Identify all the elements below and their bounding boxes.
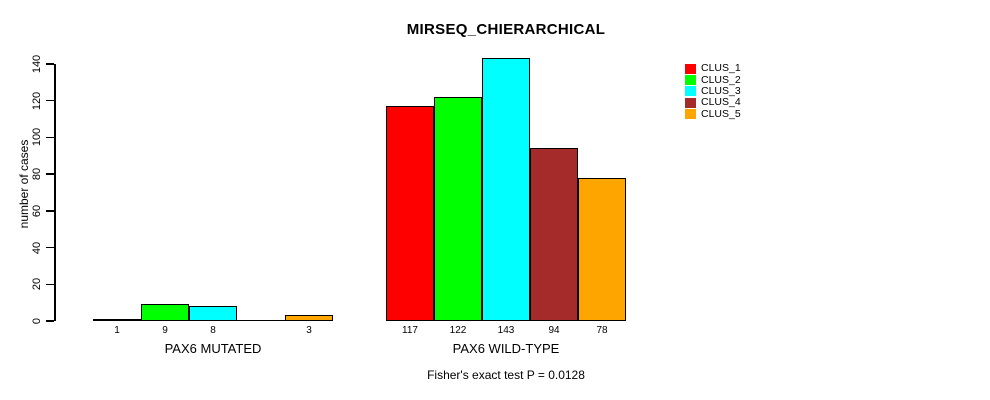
y-tick-label: 80: [31, 168, 43, 181]
bar-value-label: 9: [162, 325, 168, 336]
y-axis-line: [54, 64, 56, 321]
bar-value-label: 94: [548, 325, 560, 336]
bar-clus_2: [141, 304, 189, 321]
bar-clus_5: [578, 178, 626, 321]
y-axis-label: number of cases: [17, 139, 31, 229]
bar-value-label: 78: [596, 325, 608, 336]
bar-clus_1: [93, 319, 141, 321]
bar-value-label: 8: [210, 325, 216, 336]
y-tick-label: 120: [31, 91, 43, 110]
group-label: PAX6 MUTATED: [164, 341, 262, 356]
bar-value-label: 1: [114, 325, 120, 336]
bar-clus_2: [434, 97, 482, 321]
bar-clus_3: [482, 58, 530, 321]
y-tick: [46, 320, 54, 322]
bar-value-label: 122: [449, 325, 467, 336]
group-label: PAX6 WILD-TYPE: [452, 341, 560, 356]
legend-row: CLUS_4: [685, 97, 741, 108]
legend-row: CLUS_1: [685, 63, 741, 74]
y-tick-label: 100: [31, 128, 43, 147]
y-tick: [46, 99, 54, 102]
bar-value-label: 117: [402, 325, 418, 336]
legend-label: CLUS_1: [701, 62, 741, 75]
y-tick: [46, 246, 54, 249]
legend: CLUS_1 CLUS_2 CLUS_3 CLUS_4 CLUS_5: [685, 63, 741, 120]
legend-swatch: [685, 86, 696, 97]
y-tick: [46, 63, 54, 65]
bar-clus_1: [386, 106, 434, 321]
bar-value-label: 3: [306, 325, 312, 336]
bar-value-label: 143: [497, 325, 515, 336]
bar-clus_4: [237, 319, 285, 321]
chart-title: MIRSEQ_CHIERARCHICAL: [406, 21, 606, 38]
legend-swatch: [685, 63, 696, 74]
legend-row: CLUS_5: [685, 107, 741, 120]
y-tick-label: 0: [31, 317, 43, 325]
y-tick-label: 140: [31, 54, 43, 74]
bar-clus_4: [530, 148, 578, 321]
legend-label: CLUS_2: [701, 73, 741, 86]
legend-row: CLUS_2: [685, 73, 741, 86]
legend-label: CLUS_3: [701, 84, 741, 97]
y-tick-label: 40: [31, 241, 43, 254]
y-tick: [46, 136, 54, 139]
legend-row: CLUS_3: [685, 84, 741, 97]
y-tick-label: 20: [31, 278, 43, 291]
legend-swatch: [685, 75, 696, 86]
bar-clus_3: [189, 306, 237, 321]
legend-swatch: [685, 97, 696, 108]
footnote-text: Fisher's exact test P = 0.0128: [427, 368, 585, 382]
legend-swatch: [685, 109, 696, 120]
bar-clus_5: [285, 315, 333, 321]
y-tick-label: 60: [31, 204, 43, 217]
y-tick: [46, 283, 54, 286]
y-tick: [46, 173, 54, 175]
y-tick: [46, 210, 54, 212]
legend-label: CLUS_4: [701, 96, 741, 109]
legend-label: CLUS_5: [701, 107, 741, 120]
